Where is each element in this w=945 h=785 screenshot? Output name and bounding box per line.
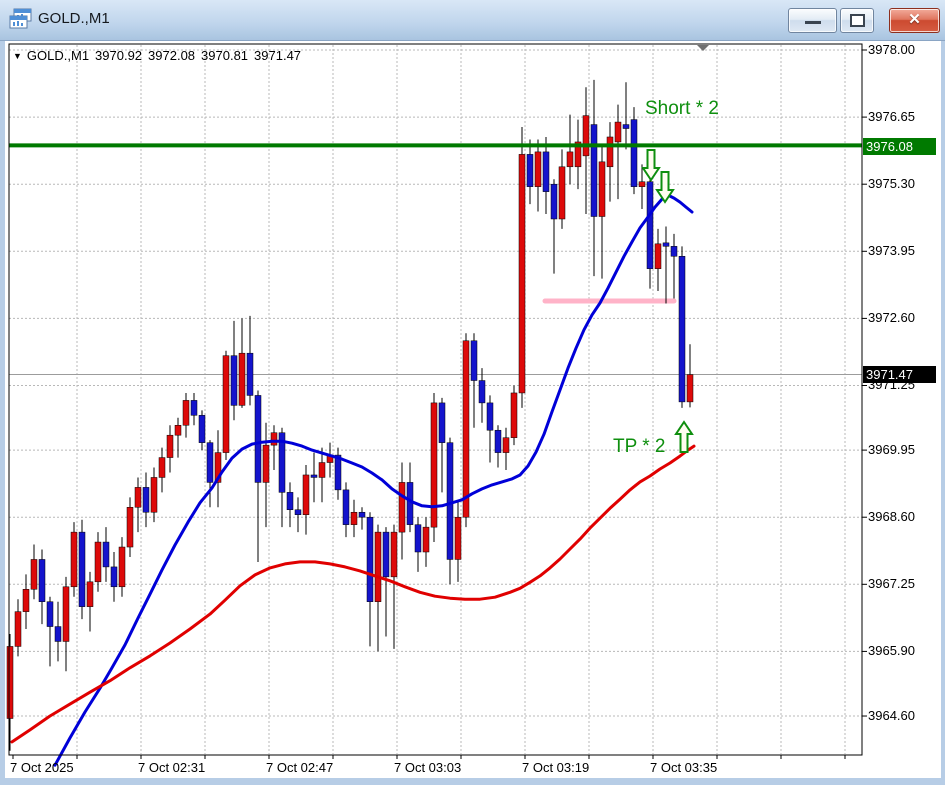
tp-annotation[interactable]: TP * 2 — [613, 436, 666, 457]
price-axis-label: 3973.95 — [868, 243, 915, 259]
header-close: 3971.47 — [254, 48, 302, 63]
time-axis-label: 7 Oct 2025 — [10, 760, 74, 775]
price-axis-label: 3975.30 — [868, 176, 915, 192]
window-title: GOLD.,M1 — [38, 10, 110, 27]
close-icon: ✕ — [908, 11, 921, 28]
time-axis-label: 7 Oct 03:03 — [394, 760, 462, 775]
time-axis-label: 7 Oct 02:47 — [266, 760, 334, 775]
header-low: 3970.81 — [201, 48, 249, 63]
chart-canvas[interactable] — [5, 41, 941, 778]
price-axis-label: 3964.60 — [868, 708, 915, 724]
time-axis-label: 7 Oct 03:35 — [650, 760, 718, 775]
price-axis-label: 3968.60 — [868, 509, 915, 525]
price-axis-label: 3978.00 — [868, 42, 915, 57]
header-open: 3970.92 — [95, 48, 143, 63]
price-axis-label: 3969.95 — [868, 442, 915, 458]
header-symbol: GOLD.,M1 — [26, 48, 90, 63]
collapse-triangle-icon[interactable]: ▼ — [13, 51, 22, 61]
minimize-icon — [804, 21, 821, 24]
maximize-icon — [849, 14, 865, 27]
current-price-badge: 3971.47 — [863, 366, 936, 383]
minimize-button[interactable] — [788, 8, 837, 33]
time-axis-label: 7 Oct 02:31 — [138, 760, 206, 775]
header-high: 3972.08 — [148, 48, 196, 63]
price-axis-label: 3967.25 — [868, 576, 915, 592]
symbol-ohlc-header: ▼ GOLD.,M1 3970.92 3972.08 3970.81 3971.47 — [13, 48, 307, 63]
short-annotation[interactable]: Short * 2 — [645, 98, 719, 119]
maximize-button[interactable] — [840, 8, 874, 33]
time-axis-label: 7 Oct 03:19 — [522, 760, 590, 775]
green-level-price-badge: 3976.08 — [863, 138, 936, 155]
price-axis-label: 3976.65 — [868, 109, 915, 125]
price-axis-label: 3965.90 — [868, 643, 915, 659]
window-titlebar[interactable]: GOLD.,M1 ✕ — [0, 0, 945, 41]
chart-window-icon — [9, 8, 32, 29]
price-axis-label: 3971.25 — [868, 377, 915, 393]
price-axis-label: 3972.60 — [868, 310, 915, 326]
close-button[interactable]: ✕ — [889, 8, 940, 33]
